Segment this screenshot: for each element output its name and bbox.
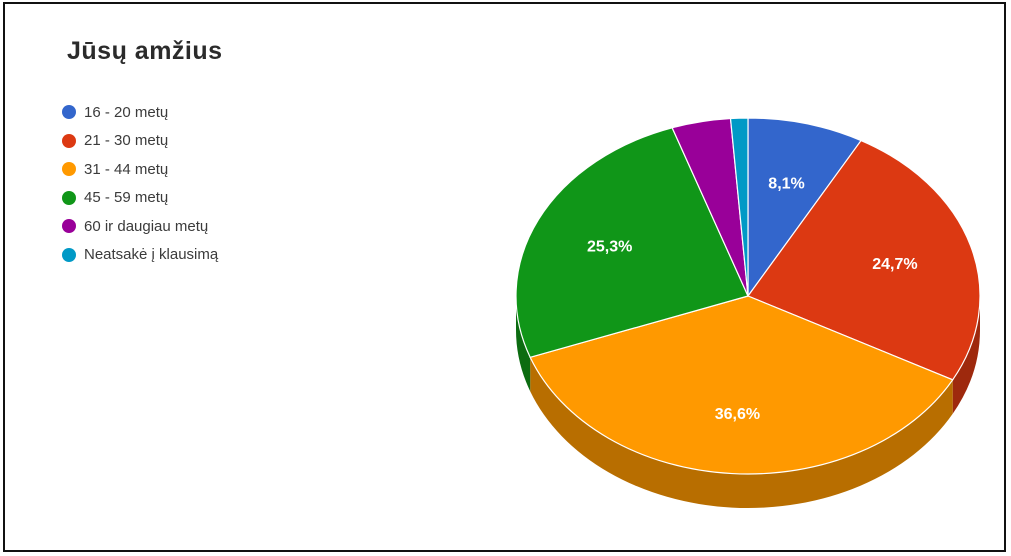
pie-slice-side xyxy=(516,296,531,392)
legend-label: 45 - 59 metų xyxy=(84,189,169,207)
pie-value-labels: 8,1% 24,7% 36,6% 25,3% xyxy=(587,175,918,423)
pie-top-slices xyxy=(515,117,981,475)
legend-item: 60 ir daugiau metų xyxy=(62,212,218,241)
pie-slice xyxy=(529,295,954,475)
legend-label: 16 - 20 metų xyxy=(84,103,169,121)
legend-swatch xyxy=(62,133,76,148)
slice-value-label: 36,6% xyxy=(715,406,760,423)
legend-swatch xyxy=(62,105,76,120)
legend-item: 31 - 44 metų xyxy=(62,155,218,184)
legend-item: Neatsakė į klausimą xyxy=(62,241,218,270)
legend-label: Neatsakė į klausimą xyxy=(84,246,219,264)
legend-label: 60 ir daugiau metų xyxy=(84,217,209,235)
pie-slice xyxy=(515,127,749,359)
legend-swatch xyxy=(62,162,76,177)
legend-item: 21 - 30 metų xyxy=(62,127,218,156)
pie-slice-side xyxy=(530,357,953,509)
slice-value-label: 8,1% xyxy=(768,175,804,192)
legend-swatch xyxy=(62,190,76,205)
legend-item: 45 - 59 metų xyxy=(62,184,218,213)
pie-slice xyxy=(747,117,862,298)
slice-value-label: 24,7% xyxy=(872,256,917,273)
pie-slice xyxy=(747,139,981,381)
slice-value-label: 25,3% xyxy=(587,239,632,256)
pie-side-walls xyxy=(516,296,980,509)
chart-legend: 16 - 20 metų 21 - 30 metų 31 - 44 metų 45 -… xyxy=(62,98,218,269)
pie-slice xyxy=(729,117,749,297)
chart-title: Jūsų amžius xyxy=(67,37,223,65)
legend-swatch xyxy=(62,219,76,234)
legend-item: 16 - 20 metų xyxy=(62,98,218,127)
pie-slice-side xyxy=(952,296,980,414)
legend-label: 21 - 30 metų xyxy=(84,132,169,150)
legend-swatch xyxy=(62,247,76,262)
legend-label: 31 - 44 metų xyxy=(84,160,169,178)
